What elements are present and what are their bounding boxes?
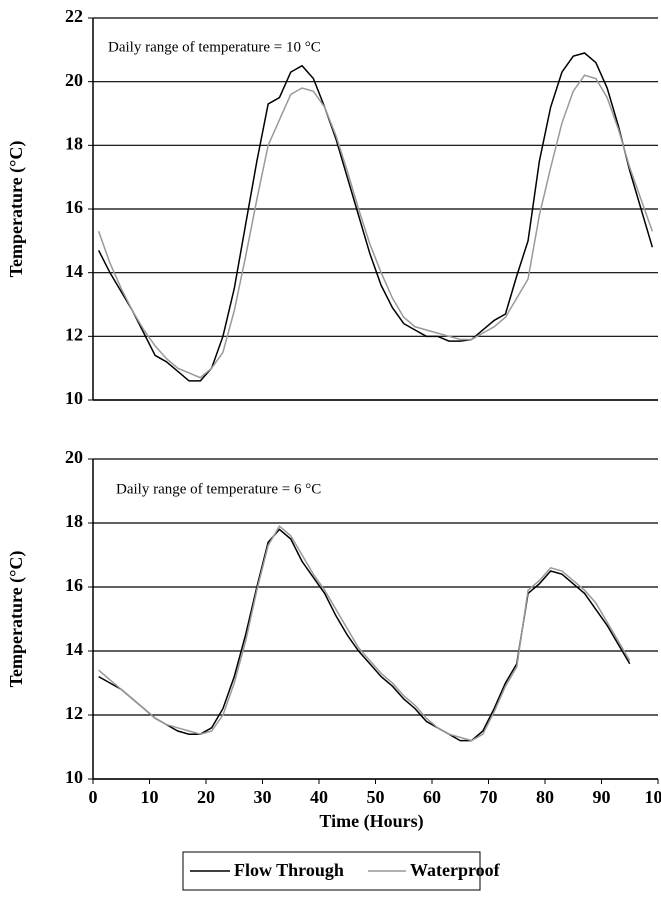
y-tick-label: 20: [65, 447, 83, 467]
annotation: Daily range of temperature = 10 °C: [108, 39, 321, 55]
data-line: [97, 52, 654, 382]
y-tick-label: 14: [65, 639, 83, 659]
x-tick-label: 100: [645, 787, 661, 807]
legend-label: Flow Through: [234, 860, 344, 880]
y-tick-label: 22: [65, 6, 83, 26]
x-tick-label: 0: [89, 787, 98, 807]
data-line: [97, 74, 654, 379]
x-axis-label: Time (Hours): [319, 811, 423, 832]
y-tick-label: 16: [65, 575, 83, 595]
y-tick-label: 20: [65, 70, 83, 90]
x-tick-label: 30: [254, 787, 272, 807]
y-axis-label: Temperature (°C): [6, 141, 27, 278]
x-tick-label: 10: [141, 787, 159, 807]
y-tick-label: 12: [65, 324, 83, 344]
y-tick-label: 18: [65, 133, 83, 153]
y-tick-label: 10: [65, 388, 83, 408]
y-tick-label: 18: [65, 511, 83, 531]
y-tick-label: 12: [65, 703, 83, 723]
x-tick-label: 60: [423, 787, 441, 807]
legend-label: Waterproof: [410, 860, 501, 880]
data-line: [98, 525, 631, 742]
x-tick-label: 50: [367, 787, 385, 807]
data-line: [98, 528, 631, 742]
x-tick-label: 40: [310, 787, 328, 807]
y-tick-label: 10: [65, 767, 83, 787]
x-tick-label: 20: [197, 787, 215, 807]
y-axis-label: Temperature (°C): [6, 551, 27, 688]
y-tick-label: 16: [65, 197, 83, 217]
legend-box: [182, 851, 481, 891]
x-tick-label: 70: [480, 787, 498, 807]
x-tick-label: 80: [536, 787, 554, 807]
annotation: Daily range of temperature = 6 °C: [116, 481, 321, 497]
x-tick-label: 90: [593, 787, 611, 807]
y-tick-label: 14: [65, 261, 83, 281]
